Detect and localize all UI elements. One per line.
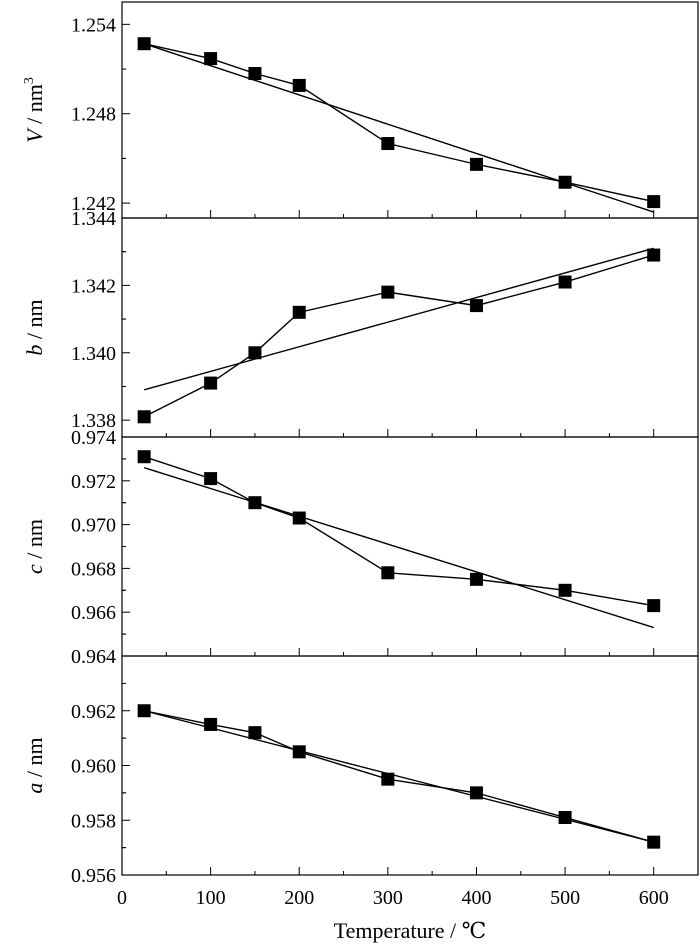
panel-a: 0.956 0.958 0.960 0.962 a / nm (22, 655, 699, 887)
data-point (558, 275, 572, 289)
x-tick-label: 100 (196, 887, 226, 909)
data-point (292, 78, 306, 92)
data-point (469, 786, 483, 800)
x-tick-label: 500 (550, 887, 580, 909)
data-point (292, 745, 306, 759)
panel-c: 0.964 0.966 0.968 0.970 0.972 0.974 c / nm (22, 427, 699, 668)
x-tick-label: 200 (284, 887, 314, 909)
data-point (469, 572, 483, 586)
y-tick-label: 0.966 (71, 602, 116, 624)
y-axis-label: a / nm (22, 737, 47, 793)
y-tick-label: 0.956 (71, 865, 116, 887)
data-point (248, 496, 262, 510)
y-tick-label: 1.340 (71, 343, 116, 365)
y-tick-label: 1.248 (71, 104, 116, 126)
series-line (143, 254, 654, 418)
y-axis-label: b / nm (22, 299, 47, 355)
fit-line (143, 710, 654, 843)
data-point (558, 583, 572, 597)
y-tick-label: 0.962 (71, 701, 116, 723)
x-axis-label: Temperature / ℃ (334, 918, 487, 943)
data-point (204, 717, 218, 731)
panel-frame (121, 655, 699, 876)
y-tick-label: 1.338 (71, 410, 116, 432)
data-point (558, 811, 572, 825)
data-point (248, 67, 262, 81)
y-tick-label: 0.970 (71, 515, 116, 537)
data-point (469, 157, 483, 171)
data-point (381, 285, 395, 299)
y-tick-label: 1.342 (71, 275, 116, 297)
y-tick-label: 0.974 (71, 427, 116, 449)
data-point (647, 195, 661, 209)
data-point (381, 137, 395, 151)
x-tick-label: 400 (461, 887, 491, 909)
data-point (248, 726, 262, 740)
fit-line (143, 43, 654, 213)
data-point (137, 450, 151, 464)
data-point (647, 248, 661, 262)
y-tick-label: 1.254 (71, 14, 116, 36)
x-tick-label: 300 (373, 887, 403, 909)
y-tick-label: 0.960 (71, 756, 116, 778)
data-point (381, 566, 395, 580)
data-point (248, 346, 262, 360)
x-axis: 0 100 200 300 400 500 600 (117, 887, 669, 909)
x-tick-label: 0 (117, 887, 127, 909)
data-point (647, 599, 661, 613)
data-point (204, 472, 218, 486)
panel-frame (121, 436, 699, 657)
panel-frame (121, 217, 699, 438)
y-axis-label: V / nm3 (22, 77, 47, 143)
panel-frame (121, 1, 699, 219)
data-point (137, 410, 151, 424)
y-tick-label: 1.242 (71, 193, 116, 215)
panel-b: 1.338 1.340 1.342 1.344 b / nm (22, 208, 699, 438)
fit-line (143, 466, 654, 629)
panel-V: 1.242 1.248 1.254 V / nm3 (22, 1, 699, 219)
data-point (292, 511, 306, 525)
data-point (137, 37, 151, 51)
y-tick-label: 0.958 (71, 810, 116, 832)
data-point (204, 52, 218, 66)
y-axis-label: c / nm (22, 519, 47, 574)
data-point (647, 835, 661, 849)
data-point (292, 305, 306, 319)
x-tick-label: 600 (639, 887, 669, 909)
series-line (144, 710, 654, 843)
data-point (558, 175, 572, 189)
series-line (144, 43, 654, 203)
data-point (381, 772, 395, 786)
data-point (469, 299, 483, 313)
data-point (204, 376, 218, 390)
y-tick-label: 0.964 (71, 646, 116, 668)
data-point (137, 704, 151, 718)
fit-line (143, 247, 654, 391)
y-tick-label: 0.968 (71, 558, 116, 580)
y-tick-label: 0.972 (71, 471, 116, 493)
series-line (143, 456, 654, 607)
y-tick-label: 1.344 (71, 208, 116, 230)
